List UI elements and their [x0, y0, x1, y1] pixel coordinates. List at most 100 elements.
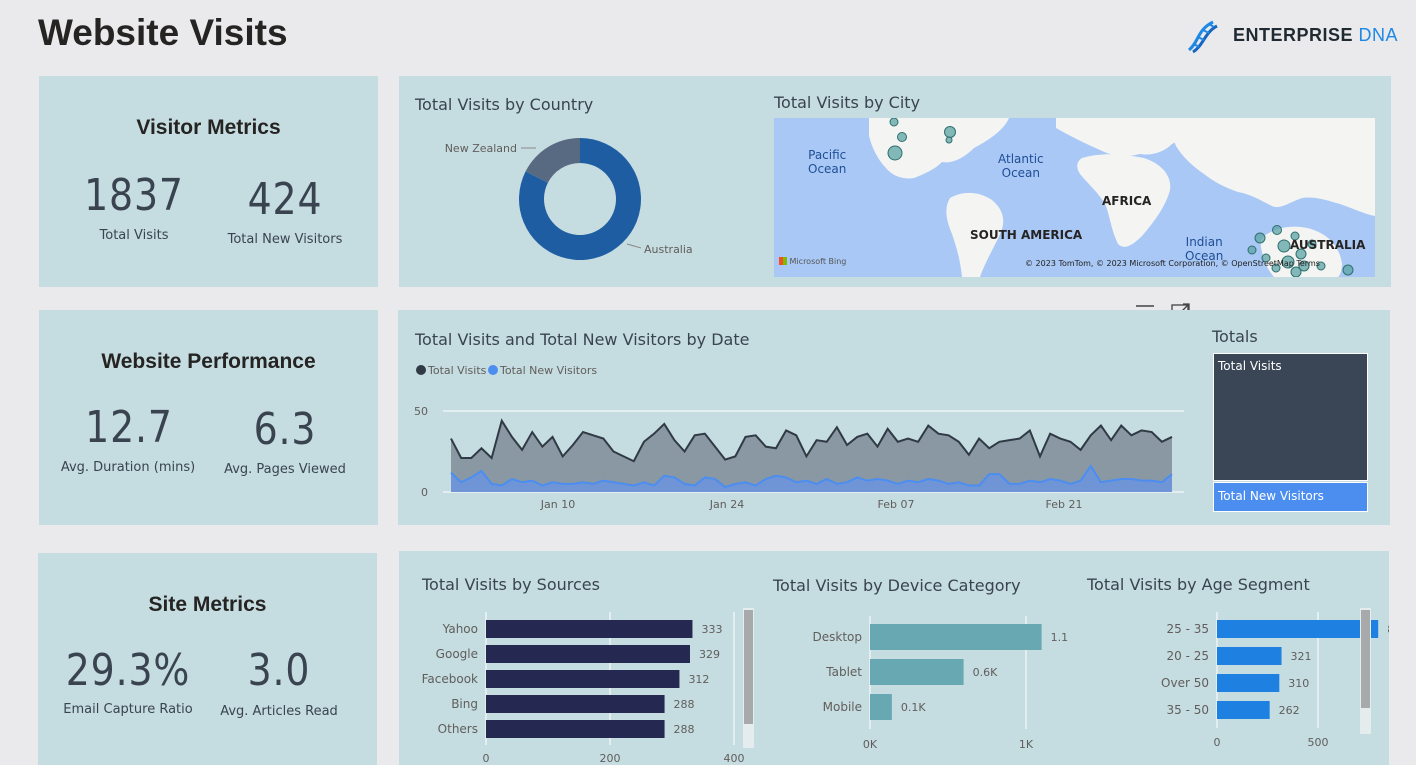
x-tick-label: 200 [600, 752, 621, 765]
map-label-pacific: Pacific Ocean [808, 148, 847, 176]
site-metrics-card[interactable]: Site Metrics 29.3% Email Capture Ratio 3… [38, 553, 377, 765]
category-label-25-35: 25 - 35 [1167, 622, 1210, 636]
category-label-20-25: 20 - 25 [1167, 649, 1210, 663]
data-label-desktop: 1.1K [1051, 631, 1069, 644]
bar-bing [486, 695, 665, 713]
bar-desktop [870, 624, 1042, 650]
slice-label: Australia [644, 243, 693, 256]
data-label-yahoo: 333 [701, 623, 722, 636]
y-tick-label: 0 [421, 486, 428, 499]
date-chart-title: Total Visits and Total New Visitors by D… [415, 330, 750, 349]
bar-google [486, 645, 690, 663]
x-tick-label: 500 [1308, 736, 1329, 749]
map-label-indian: Indian Ocean [1185, 235, 1224, 263]
sources-scrollbar[interactable] [743, 608, 754, 748]
website-performance-heading: Website Performance [101, 350, 316, 373]
bar-20-25 [1217, 647, 1282, 665]
donut-slice-australia [519, 138, 641, 260]
age-chart-title: Total Visits by Age Segment [1087, 575, 1310, 594]
city-map[interactable]: Pacific Ocean Atlantic Ocean Indian Ocea… [774, 118, 1375, 277]
email-capture-label: Email Capture Ratio [63, 702, 193, 717]
x-tick-label: 0K [863, 738, 878, 751]
map-label-south-america: SOUTH AMERICA [970, 228, 1083, 242]
page-title: Website Visits [38, 12, 288, 53]
category-label-tablet: Tablet [825, 665, 862, 679]
map-attribution[interactable]: © 2023 TomTom, © 2023 Microsoft Corporat… [1025, 259, 1320, 268]
sources-bar-chart[interactable]: 0 200 400 Yahoo 333 Google 329 Facebook 312 Bing 2… [399, 600, 759, 765]
device-chart-title: Total Visits by Device Category [773, 576, 1021, 595]
visits-by-date-chart[interactable]: 50 0 Jan 10 Jan 24 Feb 07 Feb 21 Total Visits T… [398, 348, 1198, 528]
x-tick-label: Jan 10 [540, 498, 575, 511]
map-label-australia: AUSTRALIA [1290, 238, 1366, 252]
totals-title: Totals [1212, 327, 1258, 346]
avg-pages-viewed-value: 6.3 [253, 404, 317, 455]
age-scrollbar-thumb[interactable] [1361, 610, 1370, 708]
area-line-total-new-visitors [450, 464, 1173, 489]
world-map-graphic [774, 118, 1375, 277]
category-label-others: Others [438, 722, 478, 736]
data-label-google: 329 [699, 648, 720, 661]
area-line-total-visits [450, 418, 1173, 463]
y-tick-label: 50 [414, 405, 428, 418]
age-scrollbar[interactable] [1360, 608, 1371, 734]
city-map-title: Total Visits by City [774, 93, 921, 112]
totals-block-visits-label: Total Visits [1218, 359, 1282, 373]
bar-facebook [486, 670, 680, 688]
data-label-mobile: 0.1K [901, 701, 926, 714]
site-metrics-heading: Site Metrics [148, 593, 267, 616]
avg-articles-read-value: 3.0 [247, 645, 311, 696]
bar-25-35 [1217, 620, 1379, 638]
date-totals-panel: Total Visits and Total New Visitors by D… [398, 310, 1390, 525]
donut-slice-new-zealand [525, 138, 580, 183]
device-bar-chart[interactable]: 0K 1K Desktop 1.1K Tablet 0.6K Mobile 0.1K [759, 600, 1069, 765]
x-tick-label: 400 [724, 752, 745, 765]
x-tick-label: Jan 24 [709, 498, 744, 511]
enterprise-dna-logo: ENTERPRISE DNA [1183, 16, 1398, 56]
sources-chart-title: Total Visits by Sources [422, 575, 600, 594]
avg-duration-value: 12.7 [85, 402, 173, 453]
email-capture-value: 29.3% [65, 645, 191, 696]
bar-others [486, 720, 665, 738]
country-donut-chart[interactable]: New Zealand Australia [399, 116, 739, 286]
legend-label-total-new-visitors: Total New Visitors [499, 364, 597, 377]
website-performance-card[interactable]: Website Performance 12.7 Avg. Duration (… [39, 310, 378, 525]
total-visits-value: 1837 [84, 170, 184, 221]
total-visits-label: Total Visits [99, 228, 169, 243]
visitor-metrics-card[interactable]: Visitor Metrics 1837 Total Visits 424 To… [39, 76, 378, 287]
total-new-visitors-value: 424 [247, 174, 323, 225]
logo-text: ENTERPRISE DNA [1233, 25, 1399, 45]
bar-tablet [870, 659, 964, 685]
leader-line [626, 243, 642, 249]
total-new-visitors-label: Total New Visitors [227, 232, 343, 247]
x-tick-label: Feb 07 [878, 498, 915, 511]
data-label-20-25: 321 [1291, 650, 1312, 663]
bar-yahoo [486, 620, 693, 638]
category-label-google: Google [436, 647, 478, 661]
legend-marker-total-new-visitors [488, 365, 498, 375]
country-city-panel: Total Visits by Country New Zealand Austr… [399, 76, 1391, 287]
totals-block-new-visitors[interactable]: Total New Visitors [1213, 482, 1368, 512]
bar-mobile [870, 694, 892, 720]
map-label-africa: AFRICA [1102, 194, 1152, 208]
legend-marker-total-visits [416, 365, 426, 375]
category-label-facebook: Facebook [422, 672, 478, 686]
x-tick-label: Feb 21 [1046, 498, 1083, 511]
bar-over-50 [1217, 674, 1280, 692]
data-label-tablet: 0.6K [973, 666, 998, 679]
sources-scrollbar-thumb[interactable] [744, 610, 753, 724]
country-chart-title: Total Visits by Country [415, 95, 594, 114]
category-label-yahoo: Yahoo [442, 622, 478, 636]
x-tick-label: 0 [483, 752, 490, 765]
x-tick-label: 0 [1214, 736, 1221, 749]
bar-charts-panel: Total Visits by Sources Total Visits by … [399, 551, 1389, 765]
data-label-over-50: 310 [1288, 677, 1309, 690]
category-label-desktop: Desktop [813, 630, 863, 644]
bing-logo: Microsoft Bing [779, 257, 846, 266]
totals-block-visits[interactable]: Total Visits [1213, 353, 1368, 481]
data-label-bing: 288 [674, 698, 695, 711]
category-label-mobile: Mobile [823, 700, 862, 714]
windows-logo-icon [779, 257, 787, 265]
category-label-over-50: Over 50 [1161, 676, 1209, 690]
totals-block-new-visitors-label: Total New Visitors [1218, 489, 1324, 503]
